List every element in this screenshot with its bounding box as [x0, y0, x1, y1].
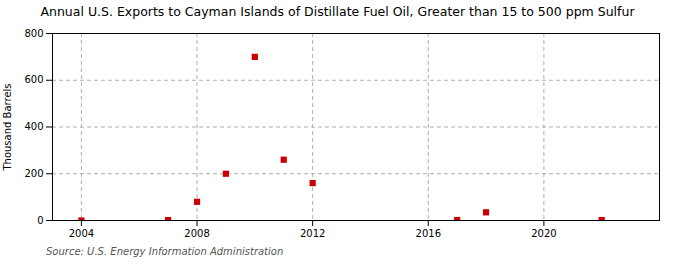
- svg-text:Thousand Barrels: Thousand Barrels: [2, 83, 13, 171]
- html-text:Annual U.S. Exports to Cayman: Annual U.S. Exports to Cayman Islands of…: [40, 4, 635, 19]
- svg-text:2012: 2012: [300, 228, 325, 239]
- svg-text:2008: 2008: [184, 228, 209, 239]
- svg-text:200: 200: [24, 168, 43, 179]
- svg-text:600: 600: [24, 74, 43, 85]
- html-text:Source: U.S. Energy Informatio: Source: U.S. Energy Information Administ…: [46, 246, 284, 257]
- svg-text:0: 0: [37, 215, 43, 226]
- svg-text:2020: 2020: [531, 228, 556, 239]
- svg-text:800: 800: [24, 28, 43, 39]
- svg-text:2004: 2004: [69, 228, 94, 239]
- svg-text:2016: 2016: [416, 228, 441, 239]
- svg-text:400: 400: [24, 121, 43, 132]
